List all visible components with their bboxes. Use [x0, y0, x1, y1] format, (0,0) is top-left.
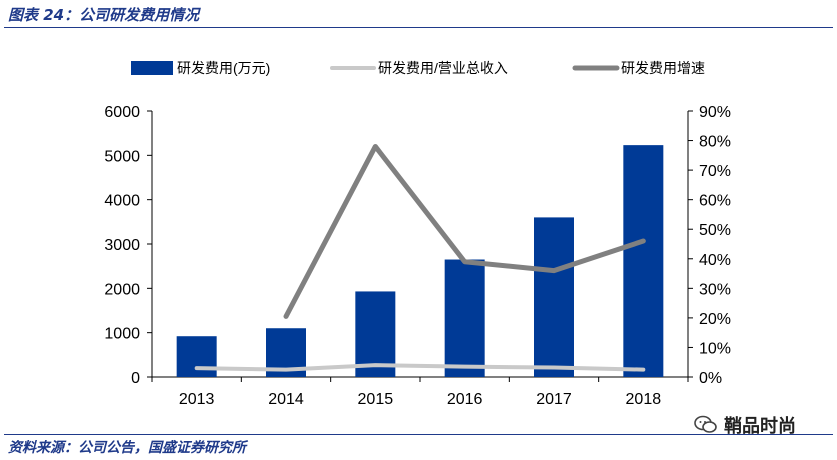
wechat-icon	[694, 415, 717, 433]
bar	[355, 291, 396, 377]
left-tick-label: 3000	[104, 237, 140, 254]
right-tick-label: 0%	[699, 370, 722, 387]
x-tick-label: 2016	[447, 391, 483, 408]
legend: 研发费用(万元) 研发费用/营业总收入 研发费用增速	[131, 60, 705, 76]
bar	[534, 217, 574, 377]
watermark-text: 鞘品时尚	[724, 416, 796, 437]
left-tick-label: 6000	[104, 104, 140, 121]
left-tick-label: 2000	[104, 281, 140, 298]
right-tick-label: 40%	[699, 252, 731, 269]
right-tick-label: 60%	[699, 193, 731, 210]
title-rule	[4, 27, 833, 28]
left-tick-label: 5000	[104, 148, 140, 165]
left-tick-label: 0	[131, 370, 140, 387]
figure-title: 图表 24：公司研发费用情况	[8, 6, 200, 24]
x-tick-label: 2018	[626, 391, 662, 408]
x-tick-label: 2013	[179, 391, 215, 408]
right-tick-label: 90%	[699, 104, 731, 121]
right-tick-label: 30%	[699, 281, 731, 298]
bar-series	[176, 145, 664, 377]
left-tick-label: 4000	[104, 193, 140, 210]
source-rule	[4, 434, 833, 435]
right-tick-label: 20%	[699, 311, 731, 328]
right-tick-label: 70%	[699, 163, 731, 180]
bar	[176, 336, 217, 377]
chart: 研发费用(万元) 研发费用/营业总收入 研发费用增速 0 1000 2000 3000 40…	[104, 60, 731, 408]
series-line	[283, 143, 646, 319]
x-tick-label: 2014	[268, 391, 304, 408]
bar	[444, 259, 485, 377]
x-tick-label: 2015	[358, 391, 394, 408]
right-tick-label: 80%	[699, 134, 731, 151]
x-tick-label: 2017	[536, 391, 572, 408]
legend-label: 研发费用/营业总收入	[378, 60, 508, 76]
bar	[623, 145, 664, 377]
right-tick-label: 10%	[699, 340, 731, 357]
watermark: 鞘品时尚	[694, 412, 796, 438]
line-series	[194, 143, 646, 372]
axes: 0 1000 2000 3000 4000 5000 6000 0% 10% 20% 30% 40% 5…	[104, 104, 731, 408]
legend-label: 研发费用(万元)	[177, 60, 270, 76]
legend-swatch	[131, 61, 173, 75]
legend-label: 研发费用增速	[621, 60, 705, 76]
right-tick-label: 50%	[699, 222, 731, 239]
series-line	[194, 363, 646, 372]
left-tick-label: 1000	[104, 326, 140, 343]
source-note: 资料来源：公司公告，国盛证券研究所	[8, 440, 246, 456]
